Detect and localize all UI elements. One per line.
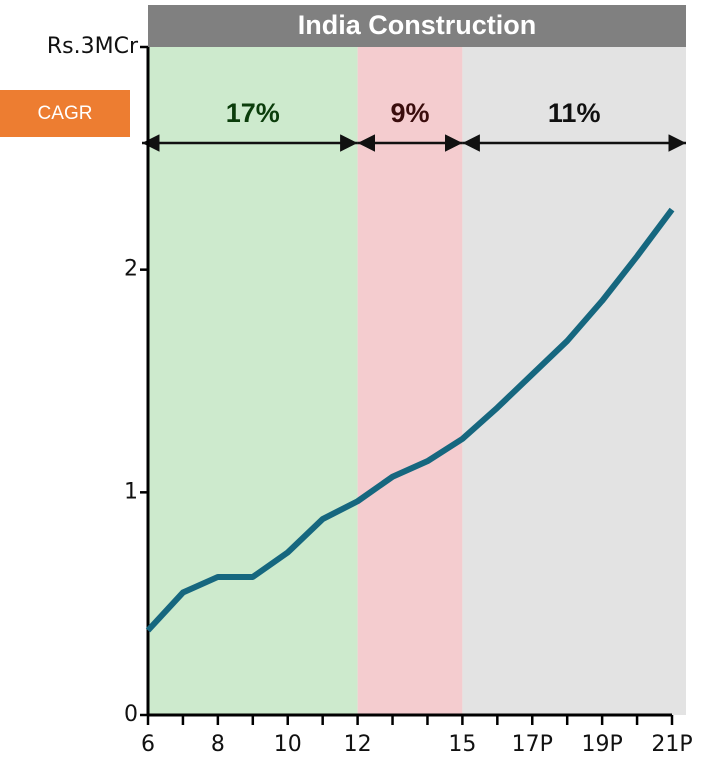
cagr-value: 9% [390,98,429,128]
x-tick-label: 17P [512,732,553,757]
x-tick-label: 12 [344,732,372,757]
x-tick-label: 19P [582,732,623,757]
cagr-value: 11% [548,98,601,128]
period-band [462,47,686,715]
y-tick-label: 1 [124,479,138,504]
x-tick-label: 8 [211,732,225,757]
period-band [357,47,463,715]
y-tick-label: 0 [124,702,138,727]
period-band [148,47,358,715]
y-tick-label: 2 [124,257,138,282]
x-tick-label: 15 [448,732,476,757]
cagr-label: CAGR [38,103,93,124]
x-tick-label: 21P [651,732,692,757]
cagr-box [0,90,130,137]
chart-title: India Construction [298,10,537,40]
cagr-value: 17% [226,98,280,128]
x-tick-label: 6 [141,732,155,757]
title-bar [148,5,686,47]
y-tick-label: Rs.3MCr [47,34,139,59]
x-tick-label: 10 [274,732,302,757]
line [145,207,675,633]
